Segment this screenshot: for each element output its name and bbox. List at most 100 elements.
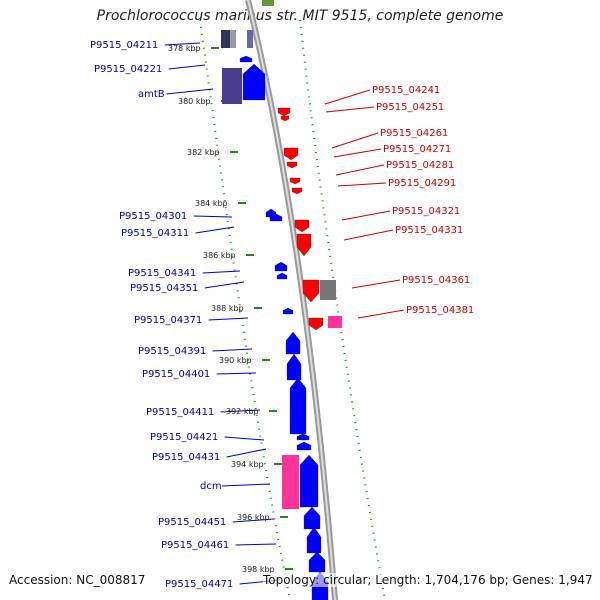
right-label-connector	[337, 182, 387, 187]
left-gene-label[interactable]: P9515_04211	[90, 40, 158, 51]
left-gene-label[interactable]: P9515_04341	[128, 268, 196, 279]
ruler-tick-label: 392 kbp	[226, 407, 259, 416]
map-title: Prochlorococcus marinus str. MIT 9515, c…	[96, 8, 504, 24]
gene-feature-plus[interactable]	[230, 30, 236, 48]
gene-feature-minus[interactable]	[277, 107, 291, 117]
left-label-connector	[166, 88, 214, 95]
gene-feature-plus[interactable]	[308, 551, 326, 573]
gene-feature-plus[interactable]	[222, 68, 242, 104]
right-gene-label[interactable]: P9515_04321	[392, 206, 460, 217]
left-label-connector	[235, 543, 277, 546]
ruler-tick-label: 390 kbp	[219, 356, 252, 365]
gene-feature-minus[interactable]	[280, 115, 290, 122]
left-label-connector	[208, 317, 249, 321]
left-gene-label[interactable]: P9515_04411	[146, 407, 214, 418]
trna-feature[interactable]	[262, 0, 274, 6]
left-label-connector	[202, 270, 241, 274]
rna-feature[interactable]	[328, 316, 342, 328]
gene-feature-plus[interactable]	[286, 353, 302, 381]
right-label-connector	[357, 309, 405, 319]
left-gene-label[interactable]: dcm	[200, 481, 222, 492]
gene-feature-plus[interactable]	[282, 307, 294, 315]
gene-feature-minus[interactable]	[294, 219, 310, 233]
ruler-tick-label: 380 kbp	[178, 97, 211, 106]
left-label-connector	[193, 215, 233, 218]
right-label-connector	[331, 132, 379, 149]
outer-ruler-track	[199, 19, 291, 600]
gene-feature-plus[interactable]	[269, 213, 283, 222]
gene-feature-plus[interactable]	[289, 377, 307, 435]
left-gene-label[interactable]: P9515_04431	[152, 452, 220, 463]
gene-feature-plus[interactable]	[296, 433, 310, 441]
gene-feature-plus[interactable]	[303, 506, 321, 530]
right-gene-label[interactable]: P9515_04331	[395, 225, 463, 236]
left-label-connector	[224, 436, 265, 441]
gene-feature-plus[interactable]	[221, 30, 230, 48]
left-label-connector	[232, 518, 275, 523]
right-gene-label[interactable]: P9515_04271	[383, 144, 451, 155]
right-label-connector	[341, 210, 391, 221]
rna-feature[interactable]	[282, 455, 299, 509]
right-gene-label[interactable]: P9515_04281	[386, 160, 454, 171]
accession-text: Accession: NC_008817	[9, 573, 146, 587]
misc-feature[interactable]	[320, 280, 336, 300]
gene-feature-minus[interactable]	[308, 317, 324, 331]
right-gene-label[interactable]: P9515_04241	[372, 85, 440, 96]
gene-feature-plus[interactable]	[285, 331, 301, 355]
left-label-connector	[204, 281, 245, 289]
gene-feature-plus[interactable]	[276, 272, 288, 280]
gene-feature-minus[interactable]	[289, 177, 301, 185]
left-gene-label[interactable]: P9515_04391	[138, 346, 206, 357]
gene-feature-minus[interactable]	[283, 147, 299, 161]
left-label-connector	[212, 348, 253, 352]
left-gene-label[interactable]: P9515_04221	[94, 64, 162, 75]
left-label-connector	[216, 372, 257, 375]
right-gene-label[interactable]: P9515_04291	[388, 178, 456, 189]
left-gene-label[interactable]: P9515_04471	[165, 579, 233, 590]
genome-backbone-highlight	[247, 0, 336, 600]
right-label-connector	[335, 164, 385, 176]
gene-feature-minus[interactable]	[296, 233, 312, 257]
right-label-connector	[325, 106, 375, 113]
left-label-connector	[195, 226, 235, 234]
gene-feature-minus[interactable]	[286, 161, 298, 169]
left-label-connector	[221, 483, 271, 487]
right-label-connector	[333, 148, 382, 158]
left-label-connector	[164, 42, 201, 46]
left-gene-label[interactable]: P9515_04461	[161, 540, 229, 551]
left-gene-label[interactable]: amtB	[138, 89, 165, 100]
gene-feature-minus[interactable]	[302, 279, 320, 303]
gene-feature-plus[interactable]	[306, 526, 322, 554]
ruler-tick-label: 384 kbp	[195, 199, 228, 208]
gene-feature-minus[interactable]	[291, 187, 303, 195]
right-gene-label[interactable]: P9515_04261	[380, 128, 448, 139]
ruler-tick-label: 382 kbp	[187, 148, 220, 157]
right-gene-label[interactable]: P9515_04361	[402, 275, 470, 286]
right-gene-label[interactable]: P9515_04381	[406, 305, 474, 316]
left-gene-label[interactable]: P9515_04351	[130, 283, 198, 294]
ruler-tick-label: 394 kbp	[231, 460, 264, 469]
left-gene-label[interactable]: P9515_04421	[150, 432, 218, 443]
gene-feature-plus[interactable]	[247, 30, 253, 48]
gene-feature-plus[interactable]	[299, 454, 319, 508]
gene-feature-plus[interactable]	[239, 55, 253, 63]
right-label-connector	[343, 229, 394, 241]
left-label-connector	[220, 409, 261, 413]
left-gene-label[interactable]: P9515_04371	[134, 315, 202, 326]
ruler-tick-label: 396 kbp	[237, 513, 270, 522]
left-gene-label[interactable]: P9515_04401	[142, 369, 210, 380]
left-gene-label[interactable]: P9515_04301	[119, 211, 187, 222]
left-label-connector	[226, 448, 267, 458]
right-label-connector	[351, 279, 401, 289]
ruler-tick-label: 398 kbp	[242, 565, 275, 574]
inner-ruler-track	[299, 19, 386, 600]
topology-text: Topology: circular; Length: 1,704,176 bp…	[263, 573, 593, 587]
left-gene-label[interactable]: P9515_04311	[121, 228, 189, 239]
gene-feature-plus[interactable]	[296, 441, 312, 451]
left-gene-label[interactable]: P9515_04451	[158, 517, 226, 528]
ruler-tick-label: 388 kbp	[211, 304, 244, 313]
right-gene-label[interactable]: P9515_04251	[376, 102, 444, 113]
gene-feature-plus[interactable]	[242, 63, 266, 101]
gene-feature-plus[interactable]	[274, 261, 288, 272]
